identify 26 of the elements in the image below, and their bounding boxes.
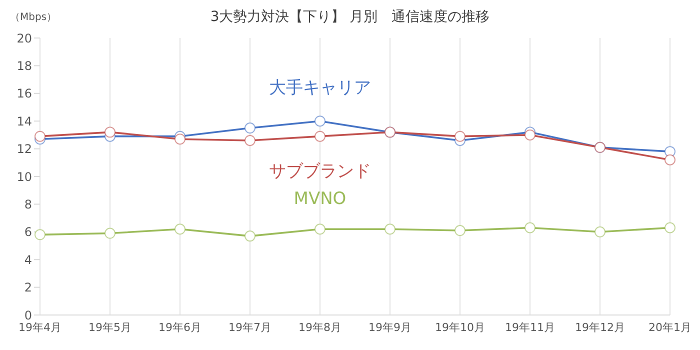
series-label: MVNO xyxy=(294,189,346,210)
y-tick-label: 14 xyxy=(16,114,32,128)
y-tick-label: 4 xyxy=(24,252,32,267)
x-tick-label: 19年5月 xyxy=(88,320,132,334)
y-tick-label: 20 xyxy=(16,31,32,46)
x-tick-label: 19年8月 xyxy=(298,320,342,334)
y-tick-label: 8 xyxy=(24,197,32,212)
chart-title: 3大勢力対決【下り】 月別 通信速度の推移 xyxy=(210,9,490,25)
x-tick-label: 19年7月 xyxy=(228,320,272,334)
x-tick-label: 20年1月 xyxy=(648,320,692,334)
y-tick-label: 16 xyxy=(16,86,32,101)
x-tick-label: 19年11月 xyxy=(505,320,555,334)
y-tick-label: 2 xyxy=(24,280,32,295)
x-tick-label: 19年4月 xyxy=(18,320,62,334)
x-tick-label: 19年9月 xyxy=(368,320,412,334)
series-label: 大手キャリア xyxy=(269,78,371,98)
y-tick-label: 18 xyxy=(16,58,32,73)
y-tick-label: 10 xyxy=(16,170,32,184)
x-tick-label: 19年6月 xyxy=(158,320,202,334)
series-label: サブブランド xyxy=(269,161,371,182)
y-tick-label: 6 xyxy=(24,225,32,240)
y-tick-label: 0 xyxy=(24,308,32,322)
y-axis-title: （Mbps） xyxy=(10,11,57,24)
y-tick-label: 12 xyxy=(16,142,32,156)
x-tick-label: 19年10月 xyxy=(435,320,485,334)
x-tick-label: 19年12月 xyxy=(575,320,625,334)
